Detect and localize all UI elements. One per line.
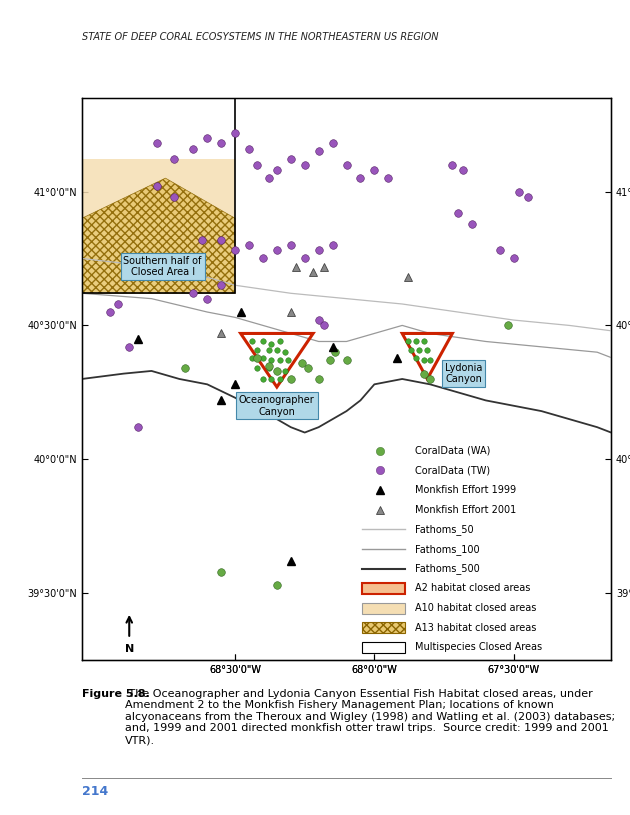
Text: A2 habitat closed areas: A2 habitat closed areas: [415, 584, 531, 593]
Text: Fathoms_100: Fathoms_100: [415, 544, 480, 554]
Bar: [362, 623, 405, 633]
Text: Fathoms_500: Fathoms_500: [415, 563, 480, 575]
Bar: [362, 603, 405, 614]
Text: CoralData (WA): CoralData (WA): [415, 446, 491, 456]
Text: 214: 214: [82, 785, 108, 798]
Text: N: N: [125, 644, 134, 654]
Text: NORTHEAST: NORTHEAST: [11, 255, 32, 397]
Text: The Oceanographer and Lydonia Canyon Essential Fish Habitat closed areas, under : The Oceanographer and Lydonia Canyon Ess…: [125, 689, 615, 745]
Text: Figure 5.8.: Figure 5.8.: [82, 689, 150, 698]
Bar: [82, 98, 235, 293]
Text: Fathoms_50: Fathoms_50: [415, 524, 474, 535]
Text: STATE OF DEEP CORAL ECOSYSTEMS IN THE NORTHEASTERN US REGION: STATE OF DEEP CORAL ECOSYSTEMS IN THE NO…: [82, 32, 438, 42]
Text: A10 habitat closed areas: A10 habitat closed areas: [415, 603, 537, 613]
Bar: [362, 642, 405, 653]
Text: CoralData (TW): CoralData (TW): [415, 465, 491, 475]
Text: Monkfish Effort 1999: Monkfish Effort 1999: [415, 485, 517, 495]
Text: Lydonia
Canyon: Lydonia Canyon: [445, 363, 482, 385]
Text: Oceanographer
Canyon: Oceanographer Canyon: [239, 395, 315, 416]
Bar: [362, 583, 405, 594]
Text: Southern half of
Closed Area I: Southern half of Closed Area I: [123, 256, 202, 277]
Text: A13 habitat closed areas: A13 habitat closed areas: [415, 623, 537, 632]
Polygon shape: [82, 160, 235, 218]
Text: Multispecies Closed Areas: Multispecies Closed Areas: [415, 642, 542, 653]
Text: Monkfish Effort 2001: Monkfish Effort 2001: [415, 504, 517, 515]
Polygon shape: [82, 178, 235, 293]
